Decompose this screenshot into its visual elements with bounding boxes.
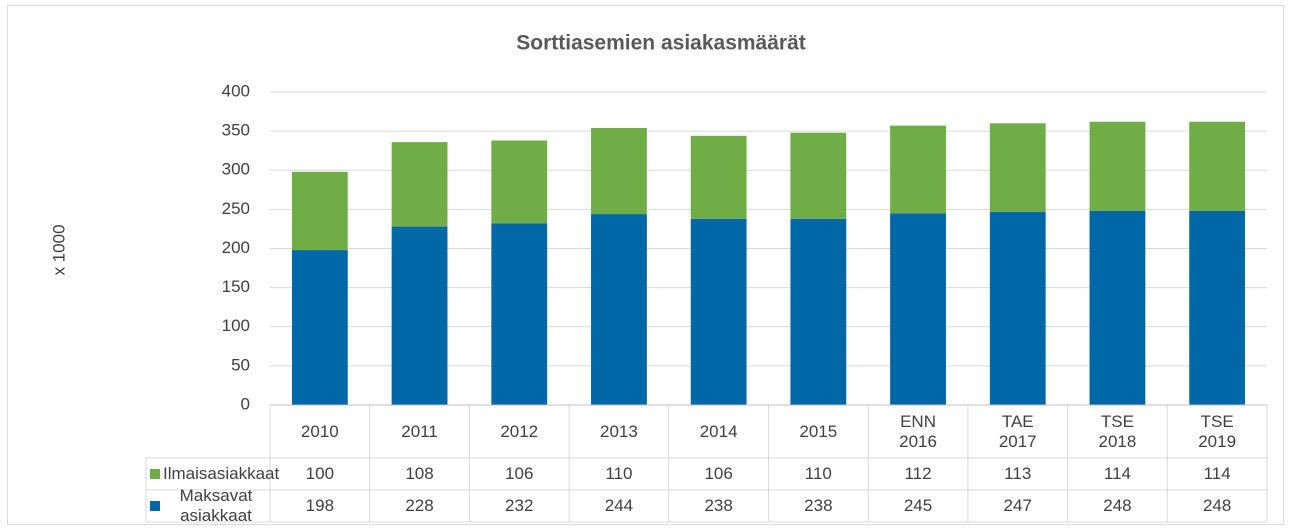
data-label: 238 <box>804 496 833 515</box>
y-tick-label: 400 <box>222 81 250 100</box>
data-label: 248 <box>1202 496 1232 515</box>
data-label: 244 <box>604 496 634 515</box>
bar-segment <box>491 223 548 405</box>
data-label: 108 <box>405 464 434 483</box>
data-label: 247 <box>1003 496 1032 515</box>
x-tick-label: ENN 2016 <box>899 411 937 451</box>
bar-segment <box>1089 121 1146 211</box>
bar-segment <box>1089 210 1146 405</box>
bar-segment <box>690 218 747 405</box>
legend-key <box>150 469 160 479</box>
x-tick-label: 2014 <box>699 421 738 441</box>
bar-segment <box>591 214 647 405</box>
y-tick-label: 100 <box>222 316 250 335</box>
bar-segment <box>291 171 348 251</box>
legend-label: Maksavat asiakkaat <box>179 486 253 525</box>
data-label: 114 <box>1103 464 1131 483</box>
x-tick-label: 2011 <box>401 421 438 441</box>
data-label: 114 <box>1203 464 1231 483</box>
y-tick-label: 350 <box>222 121 250 140</box>
bar-segment <box>1189 210 1246 405</box>
bar-segment <box>790 218 847 405</box>
x-tick-label: 2013 <box>600 421 638 441</box>
data-label: 110 <box>804 464 832 483</box>
x-tick-label: TSE 2018 <box>1098 411 1137 451</box>
data-label: 232 <box>505 496 534 515</box>
bar-segment <box>890 213 946 405</box>
data-label: 113 <box>1004 464 1032 483</box>
bar-segment <box>491 140 548 224</box>
bar-segment <box>1189 121 1246 211</box>
data-label: 110 <box>605 464 633 483</box>
data-label: 245 <box>903 496 933 515</box>
data-label: 112 <box>904 464 932 483</box>
data-label: 106 <box>704 464 733 483</box>
x-tick-label: 2012 <box>500 421 539 441</box>
y-tick-label: 50 <box>231 355 250 374</box>
x-tick-label: 2015 <box>799 421 838 441</box>
bar-segment <box>391 142 448 227</box>
data-label: 198 <box>305 496 335 515</box>
legend-label: Ilmaisasiakkaat <box>163 464 280 483</box>
bar-segment <box>989 123 1046 212</box>
legend-key <box>150 501 160 511</box>
y-tick-label: 200 <box>222 238 250 257</box>
x-tick-label: 2010 <box>300 421 339 441</box>
data-label: 228 <box>405 496 434 515</box>
x-tick-label: TSE 2019 <box>1198 411 1237 451</box>
y-tick-label: 150 <box>222 277 250 296</box>
y-tick-label: 0 <box>241 394 250 413</box>
y-tick-label: 250 <box>222 199 250 218</box>
y-axis-label: x 1000 <box>49 224 68 275</box>
chart-title: Sorttiasemien asiakasmäärät <box>516 32 806 55</box>
bar-segment <box>591 127 647 215</box>
bar-segment <box>989 211 1046 405</box>
bar-segment <box>291 250 348 405</box>
data-label: 106 <box>505 464 534 483</box>
bar-segment <box>391 226 448 405</box>
x-tick-label: TAE 2017 <box>998 411 1037 451</box>
data-label: 248 <box>1103 496 1132 515</box>
y-tick-label: 300 <box>222 160 250 179</box>
data-label: 238 <box>704 496 733 515</box>
bar-segment <box>790 132 847 219</box>
bar-segment <box>890 125 946 214</box>
data-label: 100 <box>305 464 335 483</box>
bar-segment <box>690 135 747 219</box>
